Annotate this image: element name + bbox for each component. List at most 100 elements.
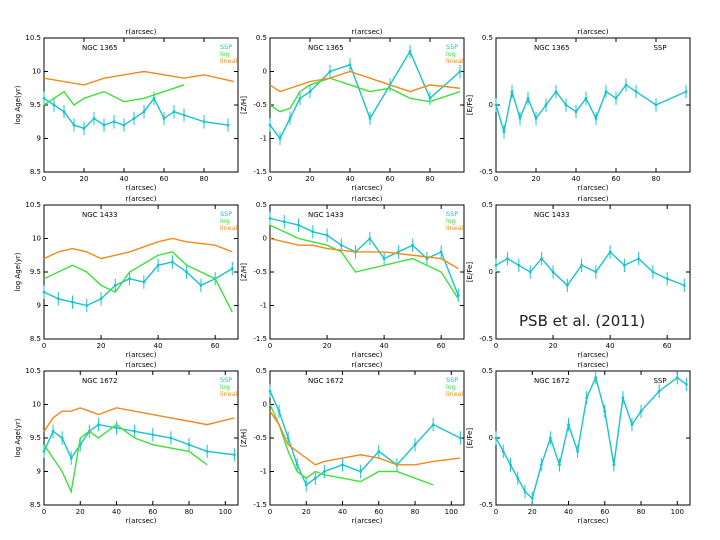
data-point [675,376,679,380]
x-tick-label: 60 [211,342,220,350]
series-line-lineal [269,70,461,93]
data-point [268,123,272,127]
legend-ssp: SSP [446,376,458,384]
data-point [428,96,432,100]
x-tick-label: 80 [411,508,420,516]
data-point [565,284,569,287]
y-tick-label: -0.5 [479,168,493,176]
y-axis-label: log Age(yr) [14,85,22,124]
data-point [458,70,462,73]
top-axis-label: r(arcsec) [125,361,156,369]
data-point [96,423,100,426]
data-point [311,230,315,234]
panel-ngc1672-metallicity: r(arcsec) r(arcsec) [Z/H] 0 20 40 60 80 100 -1.5 -… [240,361,465,525]
x-tick-label: 60 [160,175,169,183]
x-tick-label: 0 [42,342,46,350]
plot-frame [269,37,465,173]
data-point [612,463,616,467]
galaxy-label: NGC 1433 [534,211,570,219]
y-tick-label: 8.5 [30,335,41,343]
x-axis-label: r(arcsec) [125,351,156,359]
data-point [431,423,435,426]
data-point [665,277,669,281]
top-axis-label: r(arcsec) [577,195,608,203]
y-tick-label: 10.5 [25,34,41,42]
data-point [162,117,166,120]
data-point [523,490,527,493]
y-tick-label: 0.5 [256,367,267,375]
x-axis-label: r(arcsec) [577,184,608,192]
galaxy-label: NGC 1365 [308,44,344,52]
data-point [580,263,583,267]
panel-ngc1433-age: r(arcsec) r(arcsec) log Age(yr) 0 20 40 60 8.5 9… [14,195,239,359]
data-point [621,396,625,400]
data-point [634,90,638,93]
series-line-log [43,423,208,494]
top-axis-label: r(arcsec) [577,361,608,369]
data-point [594,270,598,274]
x-tick-label: 0 [42,175,46,183]
data-point [199,284,203,287]
top-axis-label: r(arcsec) [351,28,382,36]
y-tick-label: -0.5 [479,335,493,343]
panel-ngc1433-alpha: r(arcsec)r(arcsec)[E/Fe]0 20 40 60-0.500.5N… [466,195,691,359]
data-point [502,130,506,134]
data-point [92,117,96,120]
x-axis-label: r(arcsec) [577,517,608,525]
legend-log: log [446,217,456,225]
data-point [42,290,46,294]
y-tick-label: 9.5 [30,268,41,276]
series-line-log [269,224,459,300]
y-tick-label: 0.5 [256,34,267,42]
data-point [651,270,655,274]
data-point [548,436,552,440]
legend-lineal: lineal [220,57,238,65]
galaxy-label: NGC 1433 [308,211,344,219]
data-point [574,110,578,114]
y-tick-label: 0 [263,68,267,76]
data-point [85,304,89,307]
data-point [614,96,618,100]
data-point [494,263,498,267]
data-point [230,267,234,271]
x-tick-label: 40 [154,342,163,350]
y-tick-label: 0.5 [256,201,267,209]
x-tick-label: 20 [80,175,89,183]
x-tick-label: 20 [528,508,537,516]
x-tick-label: 60 [148,508,157,516]
x-axis-label: r(arcsec) [351,517,382,525]
data-point [325,233,329,237]
series-line-log [269,77,461,113]
data-point [182,113,186,117]
data-point [99,297,103,301]
data-point [585,396,589,400]
data-point [517,263,521,267]
x-tick-label: 0 [494,175,498,183]
galaxy-label: NGC 1672 [82,377,118,385]
x-axis-label: r(arcsec) [351,184,382,192]
top-axis-label: r(arcsec) [351,195,382,203]
data-point [142,280,146,284]
x-axis-label: r(arcsec) [577,351,608,359]
x-tick-label: 80 [652,175,661,183]
series-line-ssp [495,250,685,287]
data-point [112,120,116,124]
data-point [526,96,530,100]
y-tick-label: 10 [32,401,41,409]
y-tick-label: -1 [260,302,267,310]
x-tick-label: 20 [323,342,332,350]
data-point [456,294,460,297]
legend-ssp: SSP [220,43,232,51]
y-tick-label: -0.5 [253,434,267,442]
data-point [510,90,514,93]
series-line-log [269,404,434,486]
panel-ngc1672-age: r(arcsec) r(arcsec) log Age(yr) 0 20 40 60 80 10… [14,361,239,525]
data-point [205,450,209,453]
y-tick-label: -0.5 [479,501,493,509]
data-point [584,96,588,100]
y-axis-label: [Z/H] [240,429,248,447]
data-point [630,423,634,426]
data-point [558,463,561,467]
x-tick-label: 40 [564,508,573,516]
